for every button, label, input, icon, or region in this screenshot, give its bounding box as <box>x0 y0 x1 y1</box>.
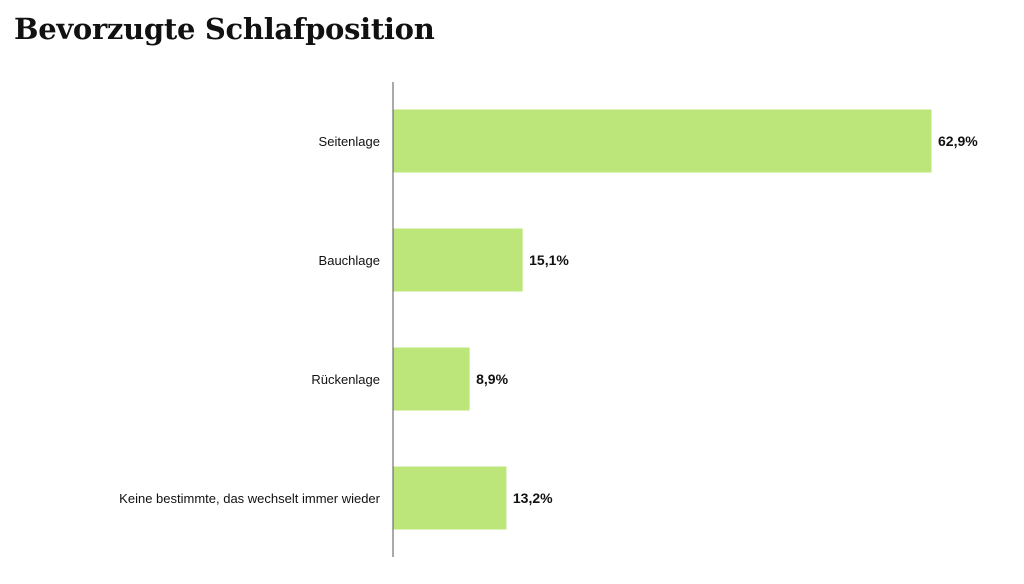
value-labels-group: 62,9% 15,1% 8,9% 13,2% <box>476 133 978 506</box>
category-label: Rückenlage <box>311 372 380 387</box>
bar <box>393 228 523 292</box>
value-label: 62,9% <box>938 133 978 149</box>
bars-group <box>393 109 932 530</box>
chart-title: Bevorzugte Schlafposition <box>14 12 435 46</box>
value-label: 8,9% <box>476 371 508 387</box>
category-labels-group: Seitenlage Bauchlage Rückenlage Keine besti… <box>119 134 380 506</box>
value-label: 15,1% <box>529 252 569 268</box>
category-label: Seitenlage <box>319 134 380 149</box>
category-label: Bauchlage <box>319 253 380 268</box>
category-label: Keine bestimmte, das wechselt immer wied… <box>119 491 380 506</box>
bar <box>393 109 932 173</box>
value-label: 13,2% <box>513 490 553 506</box>
bar <box>393 347 470 411</box>
bar <box>393 466 507 530</box>
